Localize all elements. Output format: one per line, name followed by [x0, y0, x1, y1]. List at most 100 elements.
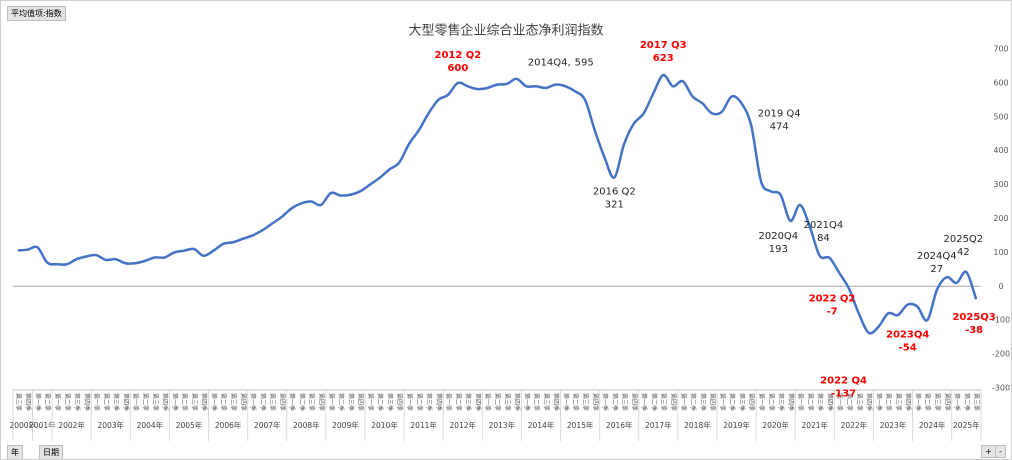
zoom-out-button[interactable]: - — [995, 445, 1006, 458]
x-tick-label: 第四季 — [318, 393, 326, 411]
x-tick-label: 第一季 — [875, 393, 883, 411]
value-field-button[interactable]: 平均值项:指数 — [7, 6, 66, 21]
x-tick-label: 第三季 — [347, 393, 355, 411]
x-tick-label: 第四季 — [591, 393, 599, 411]
point-name-label: 2025Q3 — [952, 312, 995, 323]
point-name-label: 2024Q4 — [917, 251, 957, 262]
year-label: 2014年 — [528, 420, 555, 430]
point-name-label: 2017 Q3 — [640, 40, 687, 51]
point-name-label: 2023Q4 — [886, 330, 929, 341]
year-label: 2004年 — [137, 420, 164, 430]
x-tick-label: 第三季 — [151, 393, 159, 411]
x-tick-label: 第二季 — [924, 393, 932, 411]
year-label: 2016年 — [606, 420, 633, 430]
x-tick-label: 第二季 — [650, 393, 658, 411]
year-label: 2018年 — [684, 420, 711, 430]
x-tick-label: 第一季 — [953, 393, 961, 411]
y-tick-label: 600 — [993, 78, 1008, 87]
point-name-label: 2016 Q2 — [593, 186, 636, 197]
x-tick-label: 第四季 — [161, 393, 169, 411]
year-label: 2003年 — [97, 420, 124, 430]
year-label: 2022年 — [841, 420, 868, 430]
x-tick-label: 第三季 — [542, 393, 550, 411]
x-tick-label: 第四季 — [513, 393, 521, 411]
x-tick-label: 第二季 — [142, 393, 150, 411]
point-name-label: 2022 Q2 — [809, 294, 856, 305]
x-tick-label: 第三季 — [738, 393, 746, 411]
x-tick-label: 第四季 — [474, 393, 482, 411]
y-tick-label: 700 — [993, 45, 1008, 54]
year-label: 2013年 — [489, 420, 516, 430]
x-tick-label: 第二季 — [728, 393, 736, 411]
x-tick-label: 第一季 — [132, 393, 140, 411]
x-tick-label: 第二季 — [767, 393, 775, 411]
point-name-label: 2021Q4 — [804, 220, 844, 231]
x-tick-label: 第三季 — [660, 393, 668, 411]
point-name-label: 2019 Q4 — [758, 109, 801, 120]
x-tick-label: 第三季 — [777, 393, 785, 411]
year-label: 2012年 — [449, 420, 476, 430]
x-tick-label: 第一季 — [562, 393, 570, 411]
x-tick-label: 第一季 — [327, 393, 335, 411]
x-tick-label: 第一季 — [288, 393, 296, 411]
chart: 大型零售企业综合业态净利润指数 -300 -200 -100 0 100 200 300 40… — [9, 23, 1010, 441]
year-label: 2010年 — [371, 420, 398, 430]
row-field-button[interactable]: 年 — [7, 445, 23, 459]
x-tick-label: 第四季 — [904, 393, 912, 411]
x-tick-label: 第三季 — [230, 393, 238, 411]
x-tick-label: 第二季 — [689, 393, 697, 411]
x-tick-label: 第三季 — [112, 393, 120, 411]
x-tick-label: 第一季 — [601, 393, 609, 411]
year-label: 2017年 — [645, 420, 672, 430]
x-tick-label: 第一季 — [718, 393, 726, 411]
y-tick-label: -100 — [992, 316, 1010, 325]
x-tick-label: 第三季 — [425, 393, 433, 411]
zoom-in-button[interactable]: + — [981, 445, 996, 458]
x-tick-label: 第一季 — [679, 393, 687, 411]
data-label: 474 — [770, 122, 789, 133]
x-tick-label: 第三季 — [934, 393, 942, 411]
x-tick-label: 第二季 — [454, 393, 462, 411]
x-tick-label: 第三季 — [73, 393, 81, 411]
data-label: 321 — [605, 199, 624, 210]
y-tick-label: -300 — [992, 384, 1010, 393]
data-label: 623 — [653, 53, 674, 64]
x-tick-label: 第二季 — [806, 393, 814, 411]
x-tick-label: 第三季 — [386, 393, 394, 411]
year-label: 2024年 — [919, 420, 946, 430]
x-tick-label: 第三季 — [190, 393, 198, 411]
x-tick-label: 第四季 — [239, 393, 247, 411]
point-name-label: 2014Q4, — [528, 58, 571, 69]
point-name-label: 2025Q2 — [943, 234, 983, 245]
x-tick-label: 第四季 — [670, 393, 678, 411]
x-tick-label: 第二季 — [181, 393, 189, 411]
x-tick-label: 第一季 — [523, 393, 531, 411]
x-tick-label: 第三季 — [621, 393, 629, 411]
x-tick-label: 第一季 — [797, 393, 805, 411]
x-tick-label: 第三季 — [14, 393, 22, 411]
data-label: 193 — [769, 244, 788, 255]
x-tick-label: 第一季 — [210, 393, 218, 411]
year-label: 2009年 — [332, 420, 359, 430]
point-name-label: 2020Q4 — [758, 231, 798, 242]
data-label: -38 — [965, 325, 983, 336]
x-tick-label: 第一季 — [484, 393, 492, 411]
x-tick-label: 第四季 — [435, 393, 443, 411]
x-tick-label: 第一季 — [914, 393, 922, 411]
x-tick-label: 第二季 — [298, 393, 306, 411]
x-tick-label: 第四季 — [552, 393, 560, 411]
x-tick-label: 第三季 — [464, 393, 472, 411]
x-tick-label: 第一季 — [54, 393, 62, 411]
point-name-label: 2012 Q2 — [434, 50, 481, 61]
x-tick-label: 第四季 — [357, 393, 365, 411]
year-label: 2023年 — [880, 420, 907, 430]
x-tick-label: 第二季 — [611, 393, 619, 411]
x-tick-label: 第三季 — [582, 393, 590, 411]
x-tick-label: 第二季 — [337, 393, 345, 411]
x-tick-label: 第二季 — [533, 393, 541, 411]
row-field-button[interactable]: 日期 — [39, 445, 63, 459]
year-label: 2011年 — [410, 420, 437, 430]
year-label: 2025年 — [953, 420, 980, 430]
x-tick-label: 第二季 — [376, 393, 384, 411]
x-tick-label: 第二季 — [220, 393, 228, 411]
